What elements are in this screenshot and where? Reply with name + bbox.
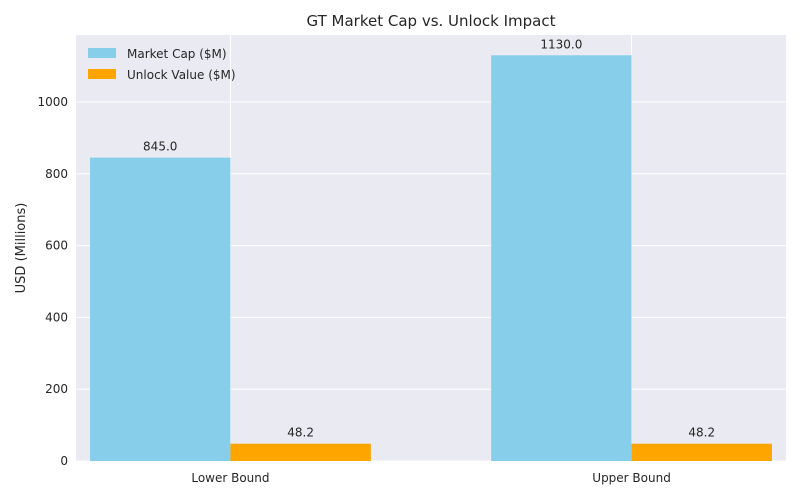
legend-swatch-unlock-value — [88, 69, 116, 79]
x-tick-label: Upper Bound — [592, 471, 671, 485]
bar-value-label: 48.2 — [287, 426, 314, 440]
y-tick-label: 200 — [45, 382, 68, 396]
y-tick-label: 600 — [45, 239, 68, 253]
chart-title: GT Market Cap vs. Unlock Impact — [307, 12, 556, 30]
legend-label-unlock-value: Unlock Value ($M) — [127, 68, 236, 82]
x-axis-ticks: Lower Bound Upper Bound — [191, 471, 670, 485]
bars — [90, 55, 772, 462]
y-tick-label: 800 — [45, 167, 68, 181]
legend-label-market-cap: Market Cap ($M) — [127, 47, 227, 61]
y-tick-label: 400 — [45, 310, 68, 324]
y-tick-label: 1000 — [37, 95, 68, 109]
bar-value-label: 845.0 — [143, 140, 177, 154]
legend-swatch-market-cap — [88, 48, 116, 58]
y-axis-label: USD (Millions) — [14, 203, 29, 294]
bar-value-label: 1130.0 — [540, 37, 582, 51]
bar-value-labels: 845.0 1130.0 48.2 48.2 — [143, 37, 715, 439]
legend: Market Cap ($M) Unlock Value ($M) — [88, 47, 236, 82]
bar — [491, 55, 632, 462]
bar — [631, 443, 772, 461]
x-tick-label: Lower Bound — [191, 471, 269, 485]
bar-value-label: 48.2 — [688, 426, 715, 440]
y-tick-label: 0 — [60, 454, 68, 468]
bar — [90, 157, 231, 461]
bar — [230, 443, 371, 461]
y-axis-ticks: 0 200 400 600 800 1000 — [37, 95, 68, 468]
